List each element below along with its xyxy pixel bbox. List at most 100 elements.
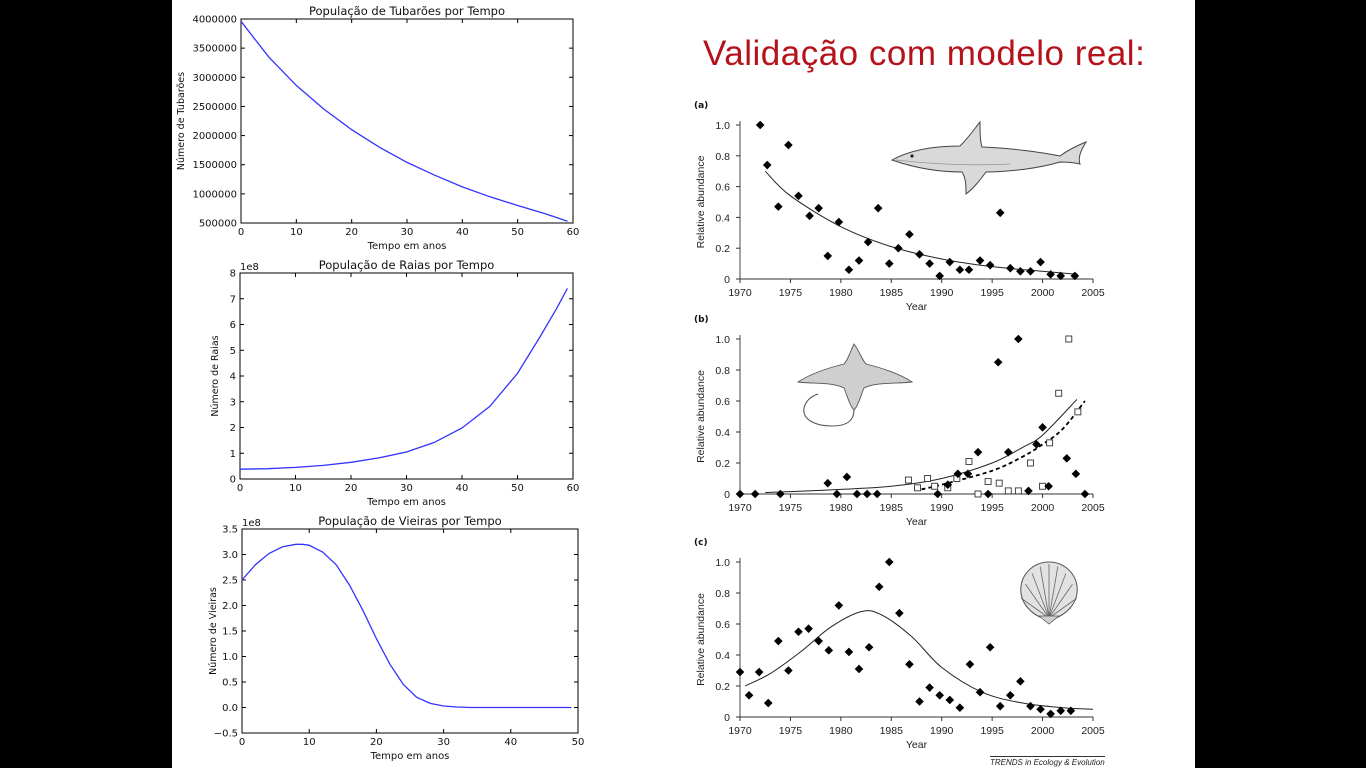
data-point — [805, 211, 814, 221]
data-point — [943, 480, 953, 489]
figure-credit: TRENDS in Ecology & Evolution — [990, 756, 1105, 767]
data-point — [804, 624, 813, 633]
chart-title: População de Tubarões por Tempo — [309, 4, 505, 18]
shark-icon — [890, 120, 1088, 196]
data-point — [975, 256, 985, 265]
data-point — [925, 259, 934, 268]
data-point-open — [1004, 487, 1012, 495]
y-tick-label: 0.5 — [222, 678, 238, 689]
x-axis-label: Year — [906, 516, 928, 528]
x-tick-label: 50 — [572, 737, 585, 748]
series-line — [240, 20, 568, 222]
y-tick-label: 0 — [230, 475, 236, 486]
y-axis-label: Número de Raias — [210, 335, 221, 416]
data-point — [1070, 271, 1080, 281]
y-tick-label: 0.2 — [715, 243, 730, 255]
field-panel-a: (a) 1970 1975 1980 1985 1990 1995 2000 2005 0 0.2 0… — [694, 101, 1105, 313]
data-point — [983, 489, 993, 499]
data-point — [832, 489, 842, 499]
data-point-open — [914, 484, 921, 492]
data-point — [935, 271, 944, 281]
y-tick-label: 3.5 — [222, 525, 238, 536]
y-tick-label: 0.4 — [715, 212, 730, 224]
y-tick-label: 4 — [230, 372, 236, 383]
data-point — [844, 265, 854, 275]
data-point-open — [924, 475, 932, 482]
ray-tail — [803, 393, 855, 427]
x-tick-label: 1990 — [930, 725, 954, 737]
x-tick-label: 1995 — [980, 287, 1004, 299]
data-point — [762, 160, 772, 170]
y-tick-label: 1500000 — [192, 160, 237, 171]
data-point — [894, 243, 903, 253]
data-point — [1036, 257, 1045, 267]
data-point — [884, 259, 894, 268]
y-tick-label: 0.4 — [715, 650, 730, 662]
chart-title: População de Vieiras por Tempo — [318, 514, 501, 528]
data-point — [925, 683, 934, 692]
y-tick-label: 0.8 — [715, 588, 730, 600]
scallop-rib — [1031, 573, 1050, 619]
data-point-open — [1074, 408, 1082, 416]
x-tick-label: 60 — [567, 483, 580, 494]
data-point — [776, 489, 785, 499]
data-point — [824, 646, 834, 655]
data-point — [774, 636, 783, 646]
ray-icon — [796, 343, 914, 427]
data-point — [842, 472, 852, 482]
data-point — [895, 608, 904, 618]
y-tick-label: 2500000 — [192, 102, 237, 113]
data-point — [1016, 267, 1025, 276]
x-tick-label: 40 — [456, 483, 469, 494]
data-point — [794, 191, 803, 201]
fit-curve — [744, 610, 1094, 710]
data-point — [735, 489, 745, 499]
data-point — [1014, 334, 1023, 344]
ray-body — [796, 343, 914, 411]
y-tick-label: 0.8 — [715, 365, 730, 377]
x-tick-label: 0 — [238, 227, 244, 238]
y-axis-label: Relative abundance — [695, 370, 707, 463]
fit-curve — [765, 399, 1078, 493]
y-axis-label: Relative abundance — [695, 593, 707, 686]
x-tick-label: 1980 — [829, 725, 853, 737]
data-point-open — [1055, 389, 1063, 397]
y-tick-label: 1000000 — [192, 189, 237, 200]
data-point-open — [1027, 459, 1034, 467]
x-tick-label: 2005 — [1081, 502, 1105, 514]
data-point — [945, 257, 955, 267]
scallop-rib — [1039, 566, 1050, 619]
x-axis-label: Tempo em anos — [366, 497, 446, 508]
data-point — [945, 695, 955, 705]
x-axis-label: Year — [906, 739, 928, 751]
y-tick-label: 2 — [230, 423, 236, 434]
x-tick-label: 20 — [370, 737, 383, 748]
field-panel-c: (c) 1970 1975 1980 1985 1990 1995 2000 2005 0 0.2 0… — [694, 538, 1105, 751]
data-point — [750, 489, 760, 499]
data-point — [864, 642, 874, 652]
data-point — [844, 647, 854, 657]
data-point — [1003, 447, 1013, 457]
plot-frame — [241, 528, 579, 734]
y-tick-label: 1 — [230, 449, 236, 460]
data-point — [964, 265, 974, 275]
x-tick-label: 1970 — [728, 287, 752, 299]
x-tick-label: 40 — [504, 737, 517, 748]
data-point — [963, 469, 973, 479]
data-point — [1026, 701, 1035, 711]
data-point-open — [1046, 439, 1054, 447]
data-point — [1062, 454, 1072, 463]
y-tick-label: 0.6 — [715, 182, 730, 194]
scallop-rib — [1048, 566, 1059, 619]
scallop-icon — [1020, 561, 1078, 625]
data-point — [1044, 481, 1053, 491]
x-tick-label: 10 — [303, 737, 316, 748]
data-point — [794, 627, 803, 637]
data-point — [774, 202, 783, 211]
data-point-open — [1065, 335, 1073, 343]
data-point — [985, 642, 995, 652]
data-point — [735, 667, 745, 677]
data-point-open — [931, 482, 939, 490]
y-axis-label: Número de Tubarões — [176, 72, 187, 170]
